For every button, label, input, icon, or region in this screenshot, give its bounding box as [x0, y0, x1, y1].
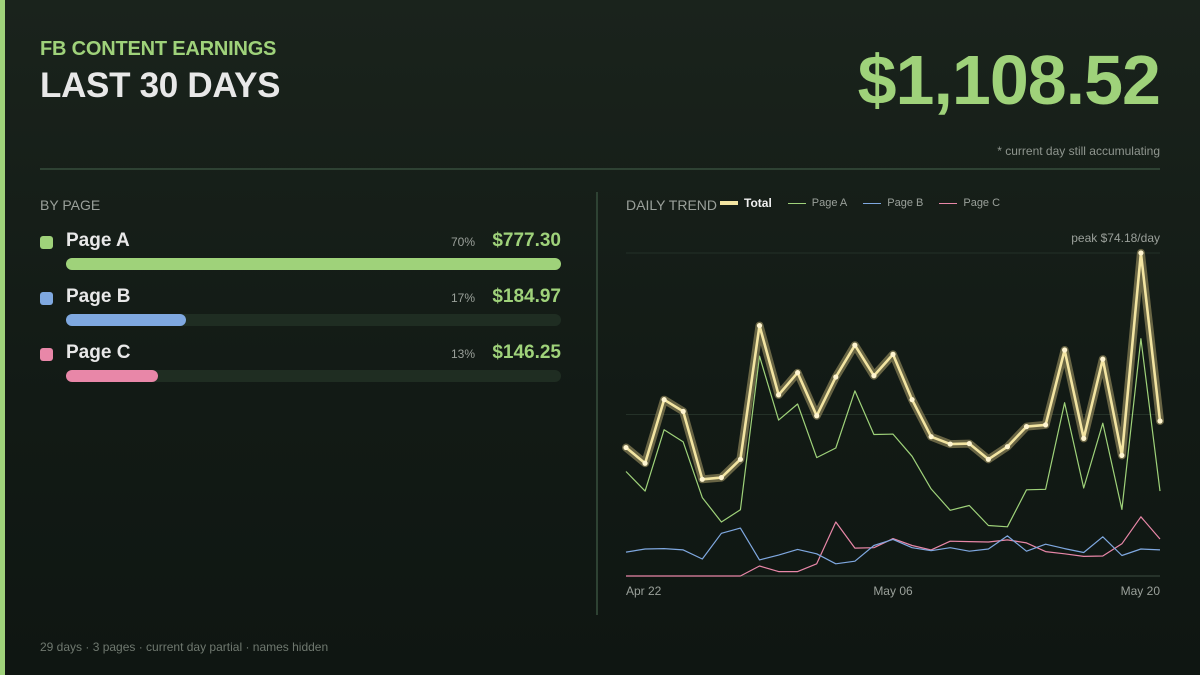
page-a-amount: $777.30 — [492, 230, 561, 251]
page-b-name: Page B — [66, 286, 131, 307]
chart-legend: Total Page A Page B Page C — [720, 196, 1016, 210]
page-b-amount: $184.97 — [492, 286, 561, 307]
data-point-total — [775, 392, 782, 398]
page-c-percent: 13% — [450, 347, 475, 361]
accent-bar — [0, 0, 5, 675]
series-glow-total — [622, 248, 1164, 484]
legend-swatch-page-c — [939, 202, 958, 204]
x-tick-label: May 06 — [873, 584, 913, 598]
series-line-page-a — [625, 338, 1161, 528]
data-point-total — [871, 373, 877, 379]
accumulating-note: * current day still accumulating — [997, 144, 1160, 158]
data-point-total — [909, 397, 915, 403]
data-point-total — [966, 441, 972, 447]
legend-swatch-total — [720, 201, 738, 205]
footer-stats: 29 days · 3 pages · current day partial … — [40, 640, 329, 654]
page-row-a: Page A 70% $777.30 — [40, 230, 561, 288]
legend-label-page-c: Page C — [963, 197, 1001, 209]
data-point-total — [795, 370, 801, 376]
daily-trend-chart: peak $74.18/day Apr 22 May 06 May 20 — [622, 231, 1164, 598]
peak-label: peak $74.18/day — [1071, 231, 1160, 245]
x-tick-label: Apr 22 — [626, 584, 662, 598]
data-point-total — [642, 460, 648, 466]
legend-item-page-b: Page B — [863, 197, 923, 209]
data-point-total — [756, 323, 763, 329]
page-title: LAST 30 DAYS — [40, 66, 281, 105]
page-a-bar-fill — [66, 258, 561, 270]
legend-label-total: Total — [744, 196, 772, 210]
page-a-bar-track — [66, 258, 561, 270]
section-divider — [596, 192, 598, 615]
legend-swatch-page-a — [787, 202, 806, 204]
page-c-bar-track — [66, 370, 561, 382]
page-a-color-dot — [40, 236, 53, 249]
data-point-total — [737, 456, 744, 462]
x-tick-label: May 20 — [1121, 584, 1161, 598]
page-row-c: Page C 13% $146.25 — [40, 342, 561, 400]
data-point-total — [699, 476, 705, 482]
data-point-total — [1023, 424, 1030, 430]
page-b-bar-track — [66, 314, 561, 326]
total-earnings: $1,108.52 — [857, 41, 1161, 119]
page-c-amount: $146.25 — [492, 342, 561, 363]
data-point-total — [1081, 435, 1087, 442]
data-point-total — [947, 441, 953, 447]
legend-item-page-a: Page A — [787, 197, 848, 209]
data-point-total — [623, 444, 629, 451]
data-point-total — [718, 474, 724, 481]
legend-label-page-b: Page B — [887, 197, 924, 209]
page-c-color-dot — [40, 348, 53, 361]
page-a-name: Page A — [66, 230, 130, 251]
page-c-bar-fill — [66, 370, 158, 382]
header-divider — [40, 168, 1160, 170]
data-point-total — [852, 342, 858, 348]
page-a-percent: 70% — [450, 235, 475, 249]
data-point-total — [928, 434, 934, 440]
series-line-page-b — [625, 527, 1161, 565]
page-b-color-dot — [40, 292, 53, 305]
series-line-page-c — [626, 516, 1161, 577]
data-point-total — [1157, 418, 1163, 424]
data-point-total — [1119, 452, 1125, 458]
data-point-total — [814, 413, 820, 419]
data-point-total — [1042, 422, 1049, 428]
page-row-b: Page B 17% $184.97 — [40, 286, 561, 344]
data-point-total — [1100, 356, 1106, 362]
legend-item-page-c: Page C — [939, 197, 1000, 209]
page-b-bar-fill — [66, 314, 187, 326]
legend-swatch-page-b — [863, 202, 882, 204]
data-point-total — [1062, 347, 1068, 353]
data-point-total — [1004, 444, 1011, 450]
page-c-name: Page C — [66, 342, 131, 363]
legend-label-page-a: Page A — [811, 197, 848, 209]
data-point-total — [985, 456, 991, 462]
data-point-total — [680, 408, 686, 415]
report-kicker: FB CONTENT EARNINGS — [40, 38, 277, 60]
data-point-total — [890, 351, 896, 357]
data-point-total — [661, 397, 667, 403]
data-point-total — [1138, 250, 1144, 256]
data-point-total — [833, 374, 839, 380]
series-line-total — [624, 251, 1162, 481]
by-page-title: BY PAGE — [40, 197, 101, 213]
page-b-percent: 17% — [450, 291, 475, 305]
daily-trend-title: DAILY TREND — [626, 197, 718, 213]
legend-item-total: Total — [720, 196, 772, 210]
